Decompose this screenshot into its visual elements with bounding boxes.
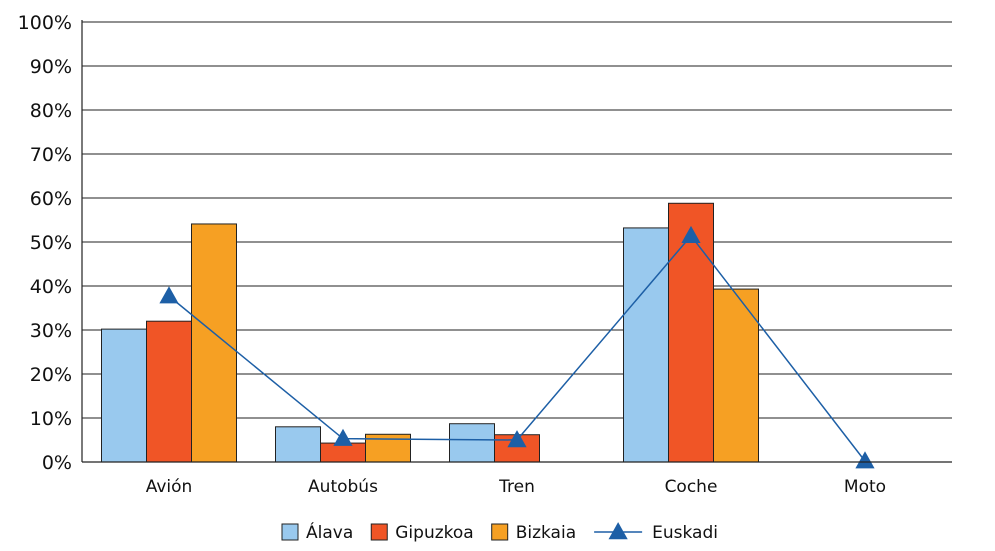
- x-tick-label: Autobús: [308, 477, 378, 497]
- legend-label: Euskadi: [652, 523, 718, 543]
- x-tick-label: Coche: [665, 477, 718, 497]
- legend-label: Bizkaia: [516, 523, 576, 543]
- legend-label: Álava: [306, 521, 353, 543]
- y-tick-label: 50%: [30, 232, 72, 254]
- y-tick-label: 60%: [30, 188, 72, 210]
- legend: Álava Gipuzkoa Bizkaia Euskadi: [281, 521, 718, 543]
- y-tick-label: 100%: [18, 12, 72, 34]
- legend-swatch: [370, 523, 388, 541]
- point-euskadi-autobus: [333, 428, 353, 446]
- x-tick-label: Tren: [498, 477, 535, 497]
- y-tick-label: 30%: [30, 320, 72, 342]
- legend-swatch: [281, 523, 299, 541]
- bar-gipuzkoa-avion: [146, 320, 192, 463]
- bar-alava-autobus: [275, 426, 321, 463]
- bar-alava-coche: [623, 227, 669, 463]
- bar-alava-tren: [449, 423, 495, 463]
- legend-label: Gipuzkoa: [395, 523, 473, 543]
- y-tick-label: 70%: [30, 144, 72, 166]
- bar-gipuzkoa-autobus: [320, 442, 366, 463]
- x-tick-label: Avión: [146, 477, 193, 497]
- y-tick-label: 10%: [30, 408, 72, 430]
- bar-gipuzkoa-coche: [668, 202, 714, 463]
- y-tick-label: 80%: [30, 100, 72, 122]
- legend-marker: [608, 522, 628, 540]
- line-euskadi: [168, 234, 866, 462]
- legend-swatch: [491, 523, 509, 541]
- euskadi-line: [159, 225, 875, 469]
- bar-alava-avion: [101, 328, 147, 463]
- point-euskadi-avion: [159, 286, 179, 304]
- y-tick-label: 90%: [30, 56, 72, 78]
- y-tick-label: 40%: [30, 276, 72, 298]
- y-axis-tick-labels: 0% 10% 20% 30% 40% 50% 60% 70% 80% 90% 100%: [18, 12, 72, 474]
- legend-item-gipuzkoa: Gipuzkoa: [370, 523, 474, 543]
- legend-item-bizkaia: Bizkaia: [491, 523, 576, 543]
- y-tick-label: 20%: [30, 364, 72, 386]
- bar-bizkaia-avion: [191, 223, 237, 463]
- legend-item-euskadi: Euskadi: [594, 522, 718, 543]
- point-euskadi-tren: [507, 430, 527, 448]
- point-euskadi-moto: [855, 451, 875, 469]
- y-tick-label: 0%: [42, 452, 72, 474]
- x-tick-label: Moto: [844, 477, 886, 497]
- x-axis-category-labels: Avión Autobús Tren Coche Moto: [146, 477, 886, 497]
- legend-item-alava: Álava: [281, 521, 353, 543]
- point-euskadi-coche: [681, 225, 701, 244]
- axes: [81, 20, 952, 463]
